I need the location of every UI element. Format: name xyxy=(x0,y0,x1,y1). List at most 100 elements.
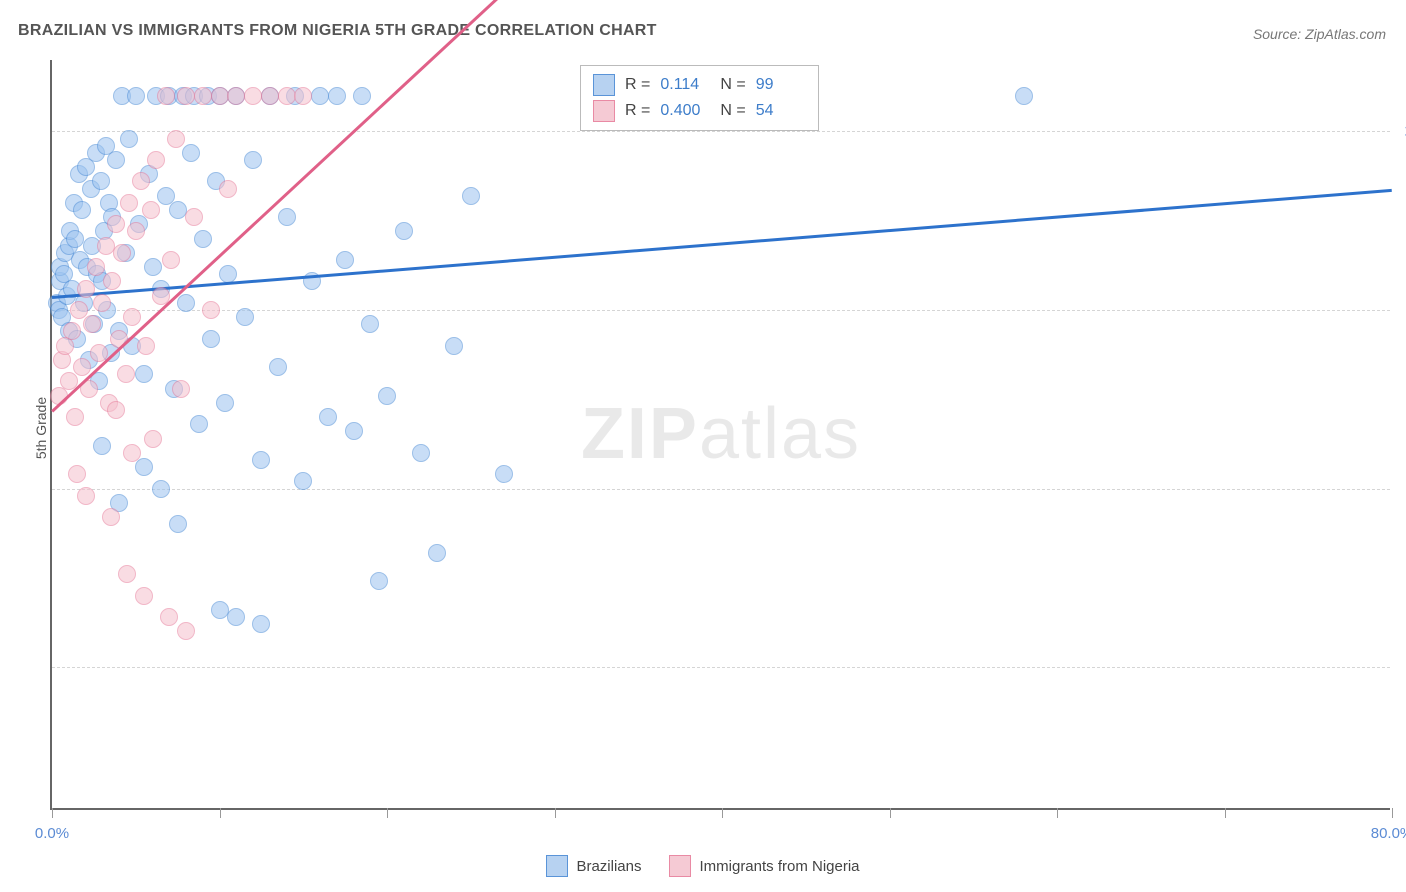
legend-swatch-icon xyxy=(593,74,615,96)
data-point xyxy=(77,280,95,298)
data-point xyxy=(269,358,287,376)
data-point xyxy=(361,315,379,333)
data-point xyxy=(345,422,363,440)
x-tick xyxy=(1392,808,1393,818)
data-point xyxy=(135,587,153,605)
data-point xyxy=(144,430,162,448)
data-point xyxy=(160,608,178,626)
data-point xyxy=(378,387,396,405)
data-point xyxy=(107,401,125,419)
data-point xyxy=(66,408,84,426)
data-point xyxy=(169,515,187,533)
watermark-light: atlas xyxy=(699,394,861,474)
data-point xyxy=(167,130,185,148)
chart-title: BRAZILIAN VS IMMIGRANTS FROM NIGERIA 5TH… xyxy=(18,22,657,40)
trend-line xyxy=(52,189,1392,299)
data-point xyxy=(97,237,115,255)
legend-swatch-icon xyxy=(669,855,691,877)
gridline xyxy=(52,310,1390,311)
data-point xyxy=(120,194,138,212)
data-point xyxy=(118,565,136,583)
data-point xyxy=(462,187,480,205)
data-point xyxy=(261,87,279,105)
x-tick xyxy=(220,808,221,818)
legend-swatch-icon xyxy=(593,100,615,122)
data-point xyxy=(211,87,229,105)
data-point xyxy=(127,87,145,105)
data-point xyxy=(1015,87,1033,105)
data-point xyxy=(244,87,262,105)
data-point xyxy=(137,337,155,355)
data-point xyxy=(194,230,212,248)
data-point xyxy=(162,251,180,269)
data-point xyxy=(219,180,237,198)
n-value: 99 xyxy=(756,76,806,94)
legend: Brazilians Immigrants from Nigeria xyxy=(0,855,1406,877)
data-point xyxy=(319,408,337,426)
r-value: 0.114 xyxy=(660,76,710,94)
n-label: N = xyxy=(720,102,745,120)
x-tick xyxy=(722,808,723,818)
data-point xyxy=(66,230,84,248)
data-point xyxy=(353,87,371,105)
legend-item: Immigrants from Nigeria xyxy=(669,855,859,877)
data-point xyxy=(142,201,160,219)
data-point xyxy=(132,172,150,190)
data-point xyxy=(144,258,162,276)
data-point xyxy=(190,415,208,433)
data-point xyxy=(73,201,91,219)
x-tick xyxy=(387,808,388,818)
data-point xyxy=(182,144,200,162)
data-point xyxy=(127,222,145,240)
legend-label: Brazilians xyxy=(576,858,641,875)
x-tick xyxy=(555,808,556,818)
data-point xyxy=(147,151,165,169)
data-point xyxy=(169,201,187,219)
x-tick-label: 80.0% xyxy=(1371,825,1406,842)
data-point xyxy=(428,544,446,562)
x-tick xyxy=(52,808,53,818)
data-point xyxy=(123,308,141,326)
data-point xyxy=(311,87,329,105)
data-point xyxy=(294,87,312,105)
data-point xyxy=(202,330,220,348)
data-point xyxy=(236,308,254,326)
data-point xyxy=(93,437,111,455)
scatter-plot: ZIPatlas R =0.114N =99R =0.400N =54 92.5… xyxy=(50,60,1390,810)
x-tick xyxy=(890,808,891,818)
legend-label: Immigrants from Nigeria xyxy=(699,858,859,875)
data-point xyxy=(123,444,141,462)
data-point xyxy=(87,258,105,276)
data-point xyxy=(113,244,131,262)
stats-row: R =0.400N =54 xyxy=(593,98,806,124)
data-point xyxy=(117,365,135,383)
data-point xyxy=(412,444,430,462)
data-point xyxy=(68,465,86,483)
data-point xyxy=(103,272,121,290)
watermark-bold: ZIP xyxy=(581,394,699,474)
data-point xyxy=(294,472,312,490)
data-point xyxy=(92,172,110,190)
data-point xyxy=(107,151,125,169)
gridline xyxy=(52,131,1390,132)
x-tick xyxy=(1225,808,1226,818)
data-point xyxy=(70,301,88,319)
stats-row: R = 0.114 N = 99 xyxy=(593,72,806,98)
data-point xyxy=(395,222,413,240)
n-label: N = xyxy=(720,76,745,94)
data-point xyxy=(244,151,262,169)
data-point xyxy=(135,458,153,476)
data-point xyxy=(73,358,91,376)
data-point xyxy=(177,294,195,312)
r-label: R = xyxy=(625,76,650,94)
data-point xyxy=(278,208,296,226)
data-point xyxy=(227,87,245,105)
data-point xyxy=(252,451,270,469)
data-point xyxy=(194,87,212,105)
data-point xyxy=(216,394,234,412)
correlation-stats-box: R = 0.114 N = 99 R =0.400N =54 xyxy=(580,65,819,131)
data-point xyxy=(77,487,95,505)
legend-swatch-icon xyxy=(546,855,568,877)
data-point xyxy=(227,608,245,626)
data-point xyxy=(93,294,111,312)
